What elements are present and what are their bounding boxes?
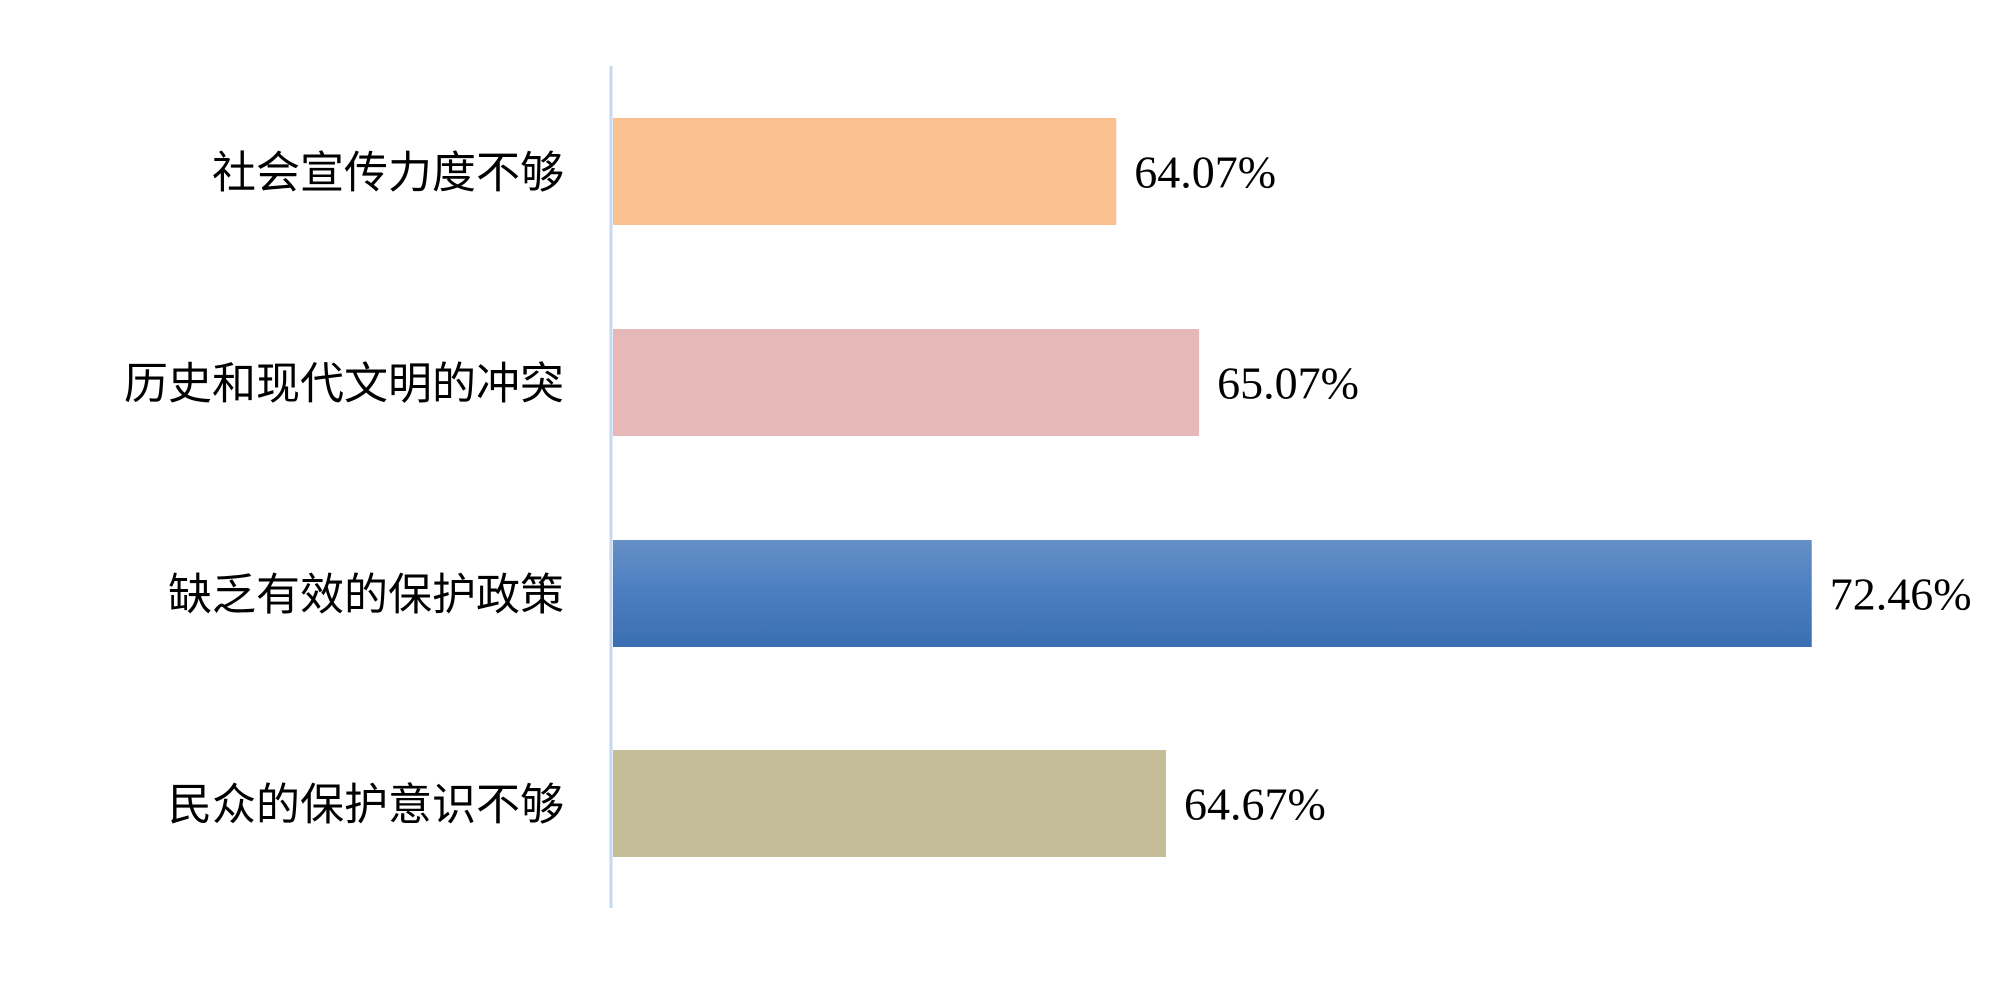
category-label: 民众的保护意识不够 xyxy=(168,780,564,831)
category-label: 社会宣传力度不够 xyxy=(212,148,564,199)
category-label: 缺乏有效的保护政策 xyxy=(168,570,564,621)
bar-2 xyxy=(613,329,1200,436)
data-label: 65.07% xyxy=(1217,358,1359,409)
data-label: 72.46% xyxy=(1830,569,1972,620)
data-label: 64.67% xyxy=(1184,779,1326,830)
bar-1 xyxy=(613,118,1117,225)
category-label: 历史和现代文明的冲突 xyxy=(124,359,564,410)
bar-4 xyxy=(613,750,1166,857)
bar-3 xyxy=(613,540,1812,647)
data-label: 64.07% xyxy=(1134,147,1276,198)
